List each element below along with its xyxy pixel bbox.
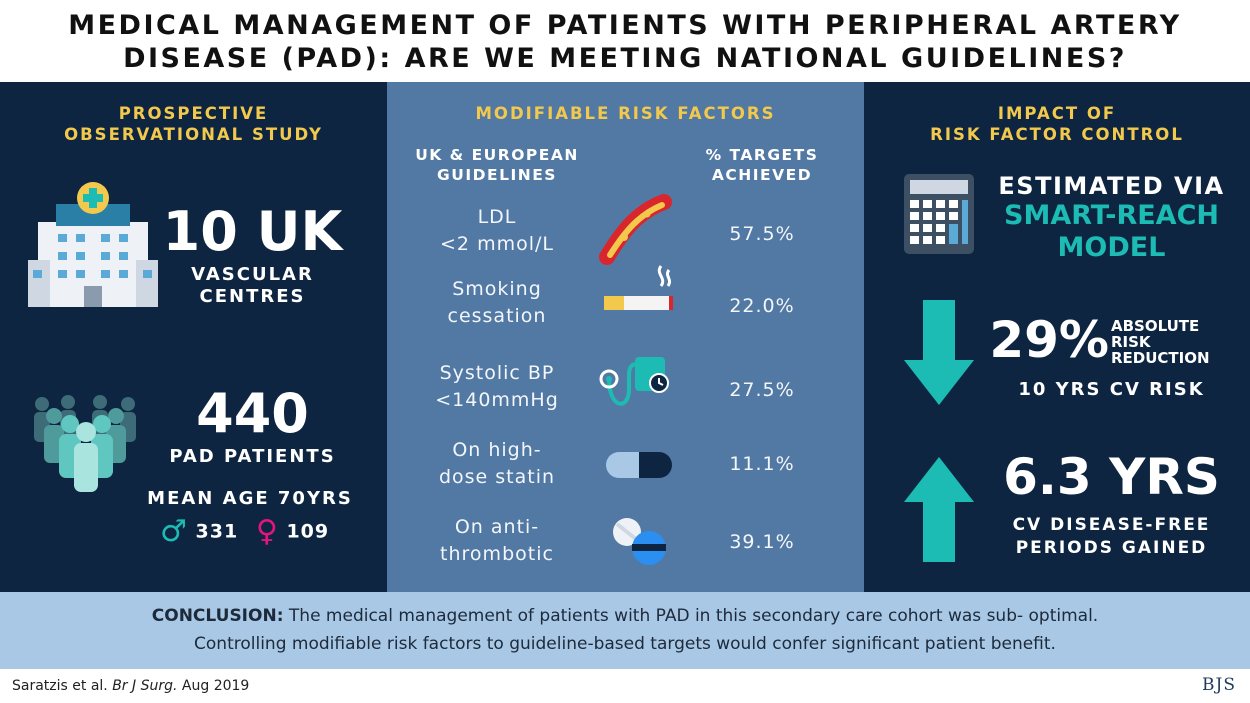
reduction-label-line-1: ABSOLUTE	[1111, 317, 1200, 335]
impact-panel: IMPACT OF RISK FACTOR CONTROL ESTIMATED …	[864, 82, 1250, 592]
risk-factor-value: 27.5%	[729, 379, 795, 401]
guidelines-header-line-2: GUIDELINES	[437, 166, 557, 184]
risk-factor-label-line-1: Smoking	[452, 278, 542, 300]
targets-column-header: % TARGETS ACHIEVED	[682, 145, 842, 185]
risk-factor-label-line-2: <140mmHg	[435, 389, 559, 411]
mean-age: MEAN AGE 70YRS	[147, 488, 353, 509]
male-count: 331	[195, 520, 239, 543]
risk-factor-label-line-2: <2 mmol/L	[440, 233, 554, 255]
risk-factor-value: 57.5%	[729, 223, 795, 245]
citation-journal: Br J Surg.	[112, 678, 178, 694]
gain-label-line-1: CV DISEASE-FREE	[1012, 515, 1211, 535]
risk-factor-label-line-1: Systolic BP	[439, 362, 555, 384]
risk-factor-label: Smoking cessation	[412, 276, 582, 330]
targets-header-line-2: ACHIEVED	[711, 166, 813, 184]
risk-factor-label: On anti- thrombotic	[412, 514, 582, 568]
study-heading: PROSPECTIVE OBSERVATIONAL STUDY	[0, 103, 387, 145]
title-line-1: MEDICAL MANAGEMENT OF PATIENTS WITH PERI…	[68, 10, 1182, 41]
female-count: 109	[286, 520, 330, 543]
risk-factor-label-line-1: On anti-	[454, 516, 540, 538]
hospital-icon	[28, 182, 158, 307]
risk-factor-label: On high- dose statin	[412, 437, 582, 491]
gain-label: CV DISEASE-FREE PERIODS GAINED	[989, 514, 1234, 560]
study-heading-line-2: OBSERVATIONAL STUDY	[64, 125, 323, 144]
impact-heading: IMPACT OF RISK FACTOR CONTROL	[864, 103, 1250, 145]
bjs-logo: BJS	[1202, 675, 1236, 695]
study-panel: PROSPECTIVE OBSERVATIONAL STUDY 10 UK VA…	[0, 82, 387, 592]
centres-label-line-2: CENTRES	[199, 286, 306, 307]
risk-factor-label-line-2: dose statin	[438, 466, 556, 488]
model-name-line-1: SMART-REACH	[1004, 200, 1219, 231]
risk-factor-label-line-1: On high-	[452, 439, 542, 461]
reduction-number: 29%	[989, 311, 1109, 369]
centres-label-line-1: VASCULAR	[191, 264, 314, 285]
estimated-via: ESTIMATED VIA	[998, 172, 1225, 200]
arrow-up-icon	[904, 457, 974, 562]
guidelines-header-line-1: UK & EUROPEAN	[415, 146, 579, 164]
centres-number: 10 UK	[162, 200, 343, 263]
blood-pressure-monitor-icon	[599, 357, 669, 406]
reduction-subtitle: 10 YRS CV RISK	[1018, 379, 1205, 400]
citation-date: Aug 2019	[181, 678, 250, 694]
conclusion-line-1: CONCLUSION: The medical management of pa…	[0, 602, 1250, 630]
model-name: SMART-REACH MODEL	[989, 200, 1234, 264]
risk-factor-label-line-1: LDL	[477, 206, 517, 228]
reduction-label-line-3: REDUCTION	[1111, 349, 1210, 367]
gain-label-line-2: PERIODS GAINED	[1015, 538, 1208, 558]
risk-factor-value: 11.1%	[729, 453, 795, 475]
risk-factor-label-line-2: thrombotic	[440, 543, 554, 565]
conclusion-text-2: Controlling modifiable risk factors to g…	[194, 634, 1056, 654]
risk-factor-label: Systolic BP <140mmHg	[412, 360, 582, 414]
risk-factor-value: 39.1%	[729, 531, 795, 553]
capsule-icon	[606, 452, 672, 478]
targets-header-line-1: % TARGETS	[705, 146, 819, 164]
citation: Saratzis et al. Br J Surg. Aug 2019	[12, 678, 249, 694]
conclusion-text-1: The medical management of patients with …	[288, 606, 1099, 626]
tablets-icon	[613, 518, 666, 565]
risk-factor-label: LDL <2 mmol/L	[412, 204, 582, 258]
cigarette-icon	[604, 265, 673, 310]
male-icon: ♂	[160, 514, 188, 549]
page-title: MEDICAL MANAGEMENT OF PATIENTS WITH PERI…	[0, 0, 1250, 82]
patients-number: 440	[196, 382, 309, 445]
risk-factor-label-line-2: cessation	[447, 305, 547, 327]
title-line-2: DISEASE (PAD): ARE WE MEETING NATIONAL G…	[123, 43, 1127, 74]
calculator-icon	[904, 174, 974, 254]
conclusion-banner: CONCLUSION: The medical management of pa…	[0, 592, 1250, 669]
reduction-label-line-2: RISK	[1111, 333, 1151, 351]
impact-heading-line-2: RISK FACTOR CONTROL	[930, 125, 1184, 144]
gain-number: 6.3 YRS	[1003, 448, 1220, 506]
reduction-label: ABSOLUTE RISK REDUCTION	[1111, 318, 1241, 366]
citation-authors: Saratzis et al.	[12, 678, 108, 694]
artery-plaque-icon	[599, 194, 672, 265]
arrow-down-icon	[904, 300, 974, 405]
sex-breakdown: ♂ 331 ♀ 109	[160, 514, 360, 550]
conclusion-label: CONCLUSION:	[151, 606, 284, 626]
impact-heading-line-1: IMPACT OF	[997, 104, 1117, 123]
risk-factor-value: 22.0%	[729, 295, 795, 317]
female-icon: ♀	[255, 514, 279, 549]
study-heading-line-1: PROSPECTIVE	[118, 104, 269, 123]
patients-label: PAD PATIENTS	[169, 446, 336, 467]
risk-factors-panel: MODIFIABLE RISK FACTORS UK & EUROPEAN GU…	[387, 82, 864, 592]
centres-label: VASCULAR CENTRES	[160, 264, 345, 308]
guidelines-column-header: UK & EUROPEAN GUIDELINES	[402, 145, 592, 185]
crowd-icon	[34, 395, 136, 492]
risk-factors-heading: MODIFIABLE RISK FACTORS	[475, 104, 776, 123]
model-name-line-2: MODEL	[1057, 232, 1166, 263]
